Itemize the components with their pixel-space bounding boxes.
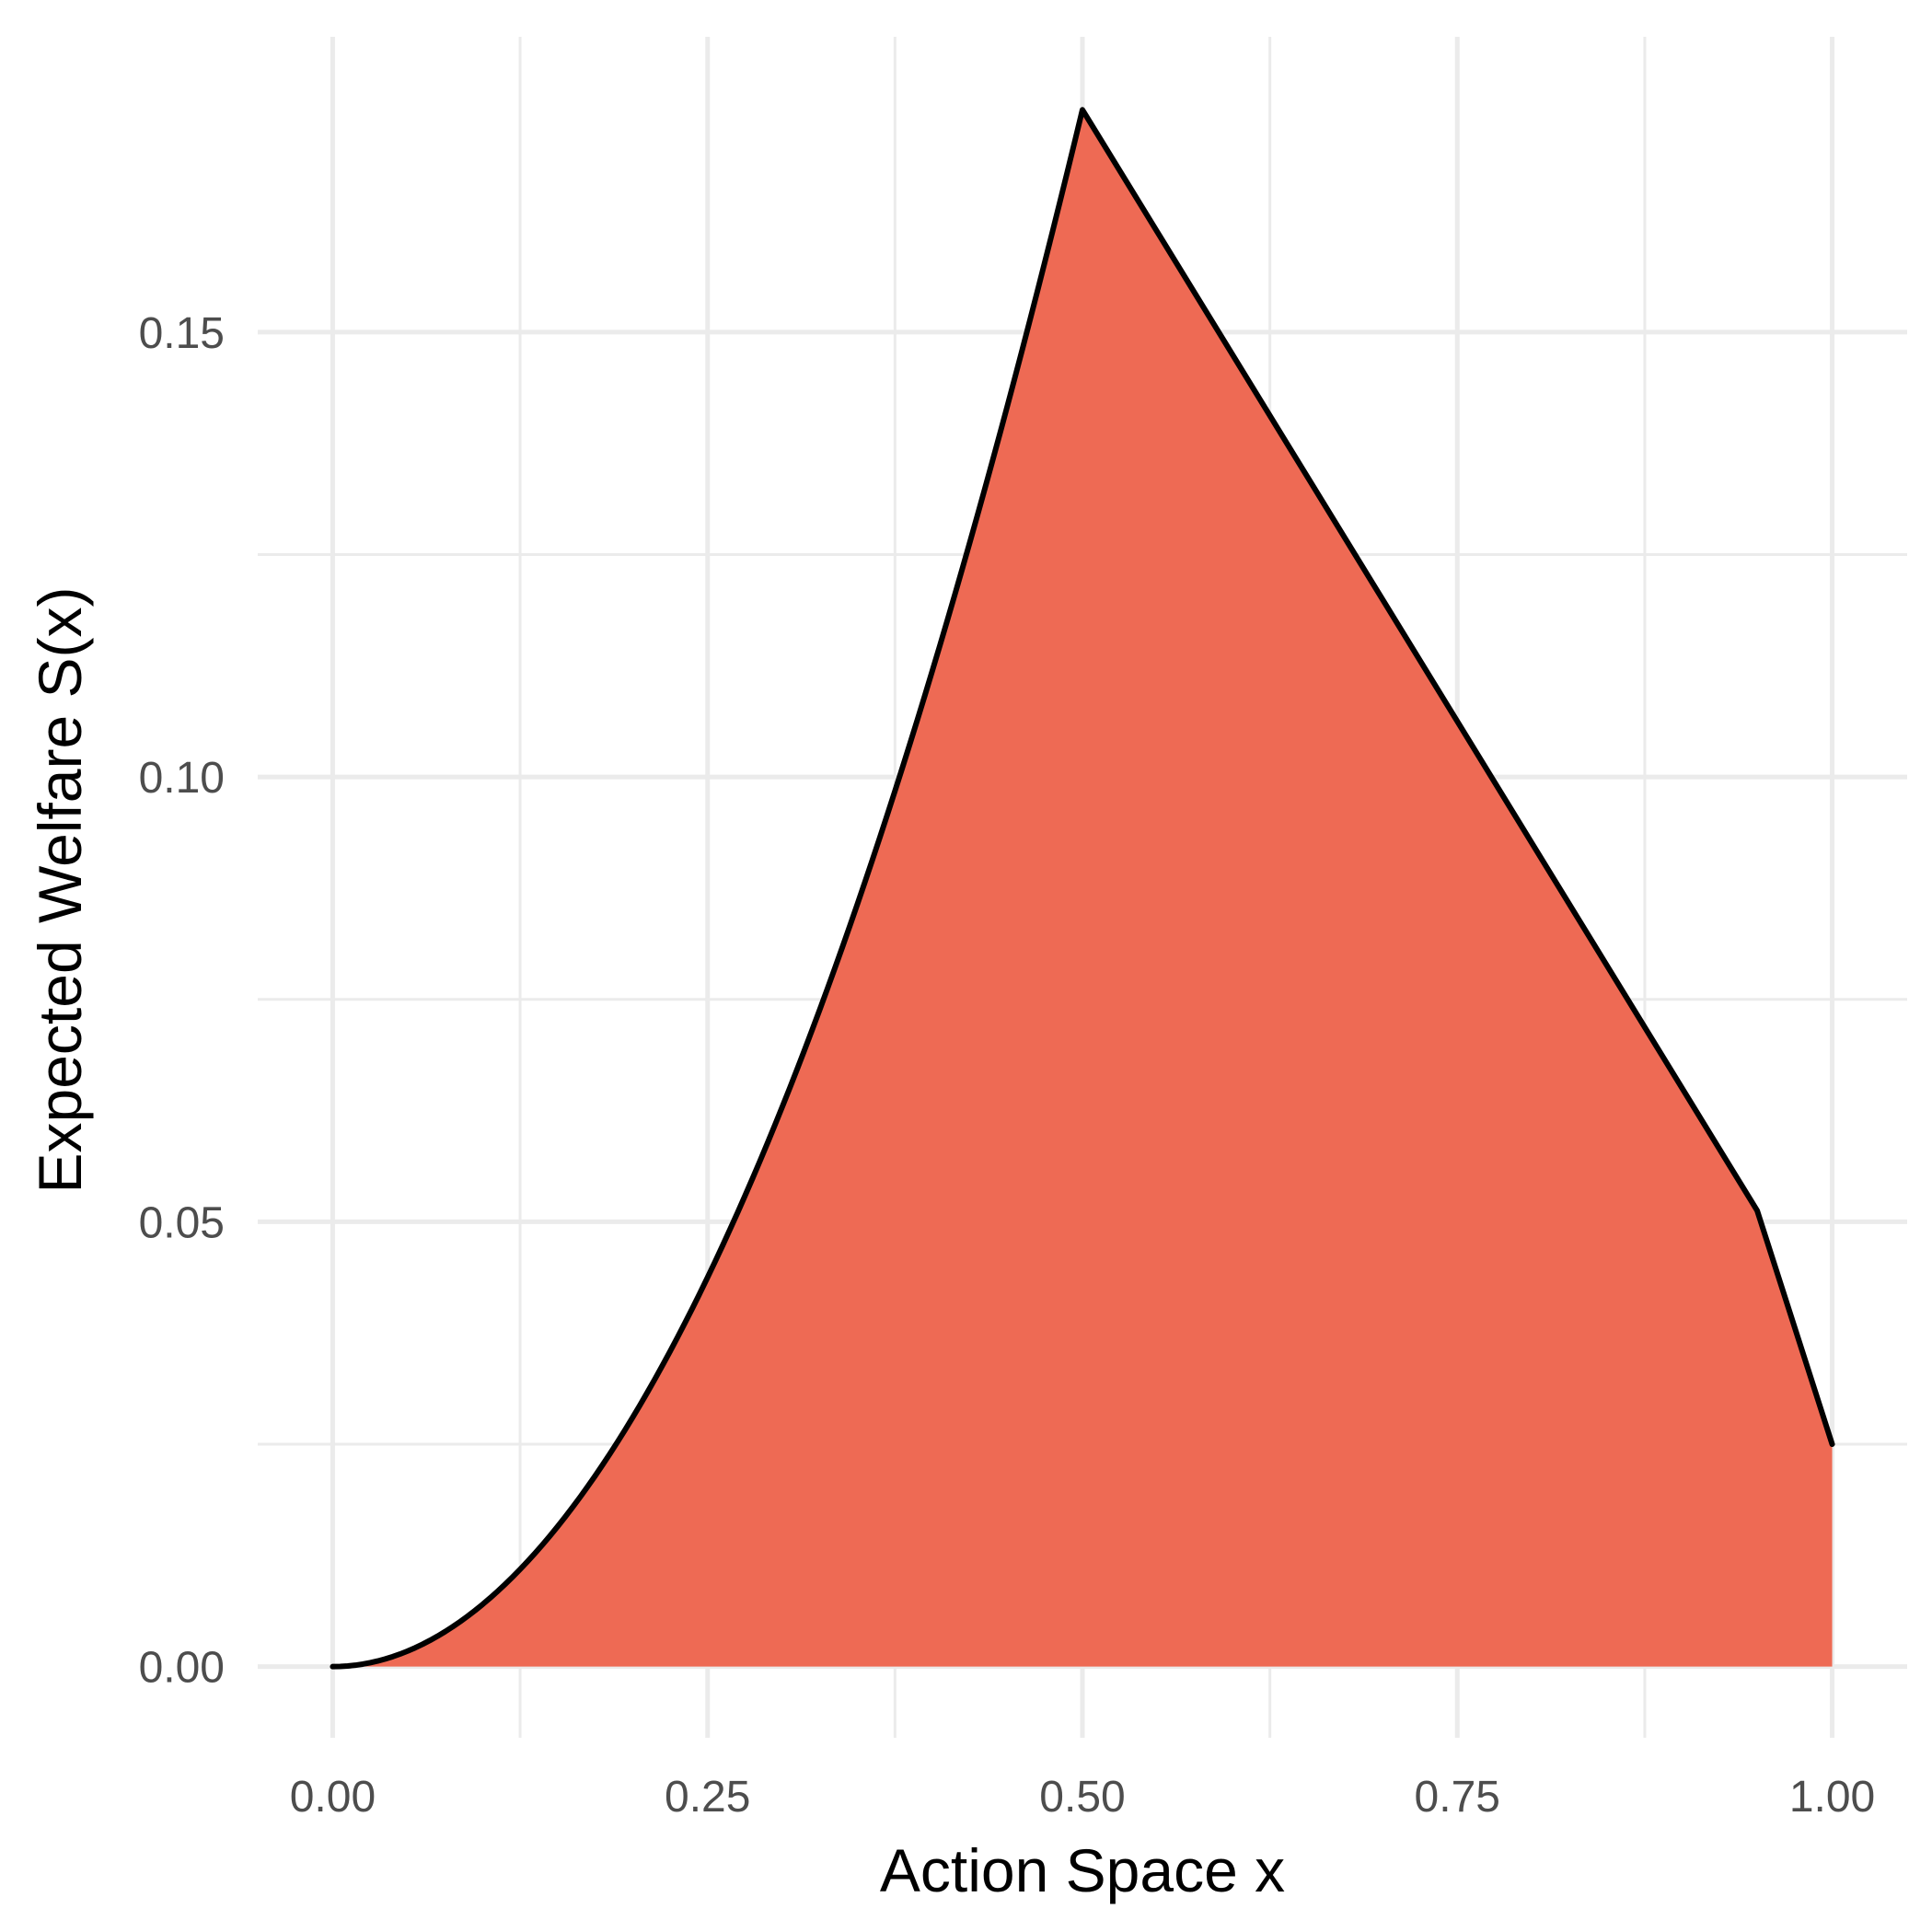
y-tick-label-2: 0.10 [139, 754, 225, 803]
y-tick-label-0: 0.00 [139, 1644, 225, 1693]
x-tick-label-0: 0.00 [290, 1773, 376, 1822]
welfare-line [330, 107, 1835, 1670]
y-tick-labels: 0.00 0.05 0.10 0.15 [139, 309, 225, 1693]
x-tick-label-4: 1.00 [1789, 1773, 1875, 1822]
x-axis-title: Action Space x [880, 1836, 1285, 1904]
y-tick-label-1: 0.05 [139, 1198, 225, 1247]
x-tick-labels: 0.00 0.25 0.50 0.75 1.00 [290, 1773, 1876, 1822]
y-tick-label-3: 0.15 [139, 309, 225, 358]
y-axis-title: Expected Welfare S(x) [26, 586, 94, 1193]
welfare-area-fill [332, 110, 1833, 1667]
x-tick-label-1: 0.25 [665, 1773, 750, 1822]
x-tick-label-3: 0.75 [1415, 1773, 1500, 1822]
x-tick-label-2: 0.50 [1039, 1773, 1125, 1822]
